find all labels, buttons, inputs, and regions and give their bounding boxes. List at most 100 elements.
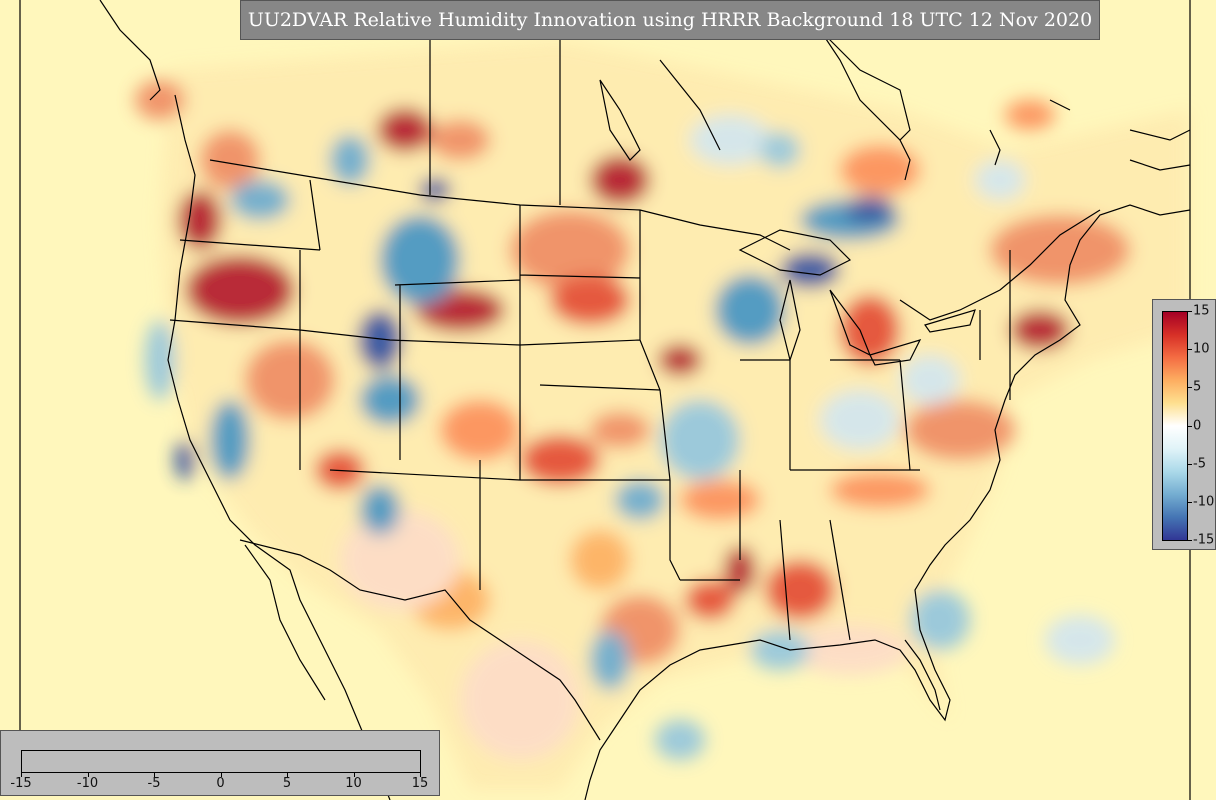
horizontal-colorbar: -15 -10 -5 0 5 10 15 <box>0 730 440 796</box>
horizontal-colorbar-gradient <box>21 750 421 773</box>
field-positive <box>550 275 630 325</box>
colorbar-tick-label: -15 <box>1193 532 1215 548</box>
field-negative <box>380 215 460 305</box>
field-weak-negative <box>910 590 970 650</box>
coastline <box>1129 129 1191 171</box>
state-line <box>169 40 1011 641</box>
field-weak-negative <box>750 630 810 670</box>
coastline <box>244 544 326 701</box>
field-negative <box>360 375 420 425</box>
coastline <box>659 59 911 181</box>
colorbar-tick-mark <box>1188 387 1192 389</box>
field-strong-positive <box>1010 310 1070 350</box>
coastline <box>167 94 391 800</box>
field-positive <box>430 120 490 160</box>
field-weak-positive <box>460 640 580 760</box>
field-weak-negative <box>975 160 1025 200</box>
colorbar-tick-mark <box>287 773 288 777</box>
coastline <box>99 0 161 101</box>
field-weak-negative <box>590 630 630 690</box>
colorbar-tick-label: 5 <box>282 776 292 791</box>
great-lakes <box>779 279 801 363</box>
colorbar-tick-mark <box>87 773 89 777</box>
colorbar-tick-mark <box>21 773 22 777</box>
field-negative <box>715 275 785 345</box>
field-positive <box>840 145 920 195</box>
field-positive <box>245 340 335 420</box>
coastline <box>584 204 1191 800</box>
field-weak-negative <box>145 320 175 400</box>
field-positive <box>520 435 600 485</box>
field-positive <box>685 580 735 620</box>
field-weak-negative <box>900 355 960 405</box>
field-positive <box>510 210 630 290</box>
innovation-field <box>135 40 1190 790</box>
field-weak-negative <box>1045 615 1115 665</box>
field-weak-negative <box>690 115 770 165</box>
colorbar-tick-label: 0 <box>216 776 225 791</box>
colorbar-tick-mark <box>1188 463 1192 465</box>
field-strong-positive <box>724 546 756 594</box>
field-weak-negative <box>760 132 800 168</box>
colorbar-tick-label: 10 <box>1193 341 1210 357</box>
colorbar-tick-label: -5 <box>1193 456 1206 472</box>
field-positive <box>680 480 760 520</box>
field-negative <box>615 480 665 520</box>
colorbar-tick-label: 5 <box>1193 379 1202 395</box>
colorbar-tick-mark <box>353 773 355 777</box>
colorbar-tick-label: -10 <box>76 776 99 791</box>
colorbar-tick-label: 15 <box>411 776 429 791</box>
field-strong-positive <box>658 344 702 376</box>
field-weak-negative <box>820 390 900 450</box>
great-lakes <box>924 309 976 333</box>
field-positive <box>1005 100 1055 130</box>
colorbar-tick-mark <box>1188 311 1192 312</box>
field-positive <box>905 400 1015 460</box>
field-weak-negative <box>660 400 740 480</box>
colorbar-tick-mark <box>1188 501 1192 503</box>
coastline <box>989 99 1071 166</box>
field-positive <box>570 530 630 590</box>
field-weak-positive <box>340 510 460 610</box>
colorbar-tick-mark <box>1188 425 1192 427</box>
border-mexico <box>239 539 601 741</box>
vertical-colorbar-gradient <box>1162 311 1188 541</box>
field-strong-negative <box>845 196 895 224</box>
coastline <box>599 79 641 161</box>
field-positive <box>590 412 650 448</box>
field-positive <box>135 80 185 120</box>
colorbar-tick-mark <box>154 773 155 777</box>
colorbar-tick-label: -5 <box>147 776 161 791</box>
field-strong-negative <box>419 178 451 202</box>
field-strong-positive <box>185 255 295 325</box>
field-strong-negative <box>175 440 195 480</box>
great-lakes <box>869 339 922 366</box>
field-strong-negative <box>780 252 840 288</box>
colorbar-tick-mark <box>420 773 421 777</box>
field-negative <box>360 485 400 535</box>
coastline <box>819 29 911 141</box>
field-strong-positive <box>178 190 222 250</box>
colorbar-tick-mark <box>1188 349 1192 351</box>
border-canada <box>899 209 1101 321</box>
field-positive <box>830 472 930 508</box>
great-lakes <box>738 229 852 276</box>
field-positive <box>200 130 260 190</box>
colorbar-tick-label: 15 <box>1193 303 1210 319</box>
map-title: UU2DVAR Relative Humidity Innovation usi… <box>247 9 1093 31</box>
colorbar-tick-label: 0 <box>1193 418 1202 433</box>
field-negative <box>230 180 290 220</box>
vertical-colorbar: -15 -10 -5 0 5 10 15 <box>1152 299 1216 550</box>
colorbar-tick-label: -10 <box>1193 494 1215 510</box>
field-positive <box>440 400 520 460</box>
colorbar-tick-label: -15 <box>10 776 32 791</box>
field-strong-positive <box>590 155 650 205</box>
field-negative <box>330 135 370 185</box>
field-positive <box>765 560 835 620</box>
coastline <box>904 639 941 711</box>
field-weak-positive <box>790 625 910 675</box>
field-positive <box>990 215 1130 285</box>
colorbar-tick-mark <box>1188 540 1192 541</box>
field-negative <box>210 400 250 480</box>
